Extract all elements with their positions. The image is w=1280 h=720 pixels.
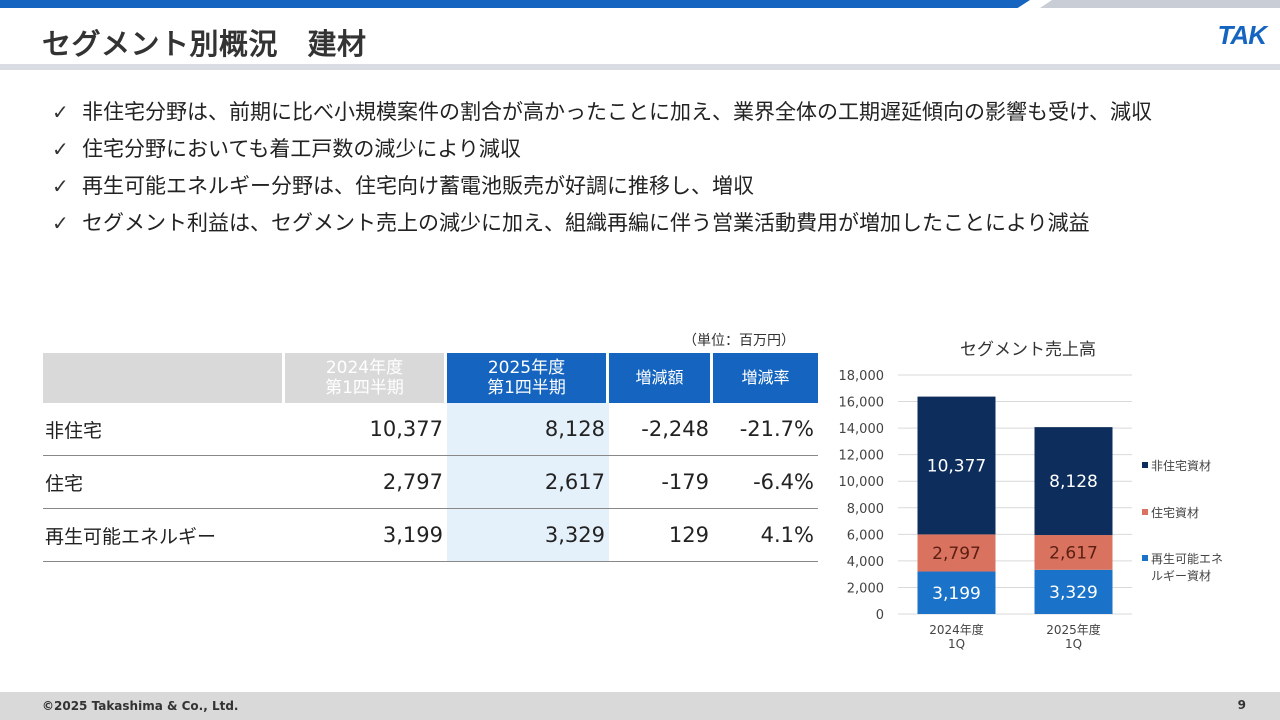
data-label: 2,617 bbox=[1049, 543, 1098, 563]
bar-segment bbox=[917, 534, 996, 572]
check-icon: ✓ bbox=[52, 211, 69, 235]
legend-label: 再生可能エネ bbox=[1151, 552, 1223, 566]
segment-sales-chart: 0 2,000 4,000 6,000 8,000 10,000 12,000 14,000 1… bbox=[839, 369, 1224, 651]
check-icon: ✓ bbox=[52, 174, 69, 198]
header-2025-line1: 2025年度 bbox=[487, 358, 566, 378]
data-label: 2,797 bbox=[932, 544, 981, 564]
x-tick-label: 1Q bbox=[948, 637, 965, 651]
bullet-item: ✓ 住宅分野においても着工戸数の減少により減収 bbox=[52, 134, 1252, 164]
data-label: 8,128 bbox=[1049, 472, 1098, 492]
header-2024: 2024年度 第1四半期 bbox=[285, 353, 447, 403]
y-tick-label: 6,000 bbox=[847, 528, 884, 543]
y-tick-label: 8,000 bbox=[847, 502, 884, 517]
title-divider bbox=[0, 64, 1280, 70]
row-label: 再生可能エネルギー bbox=[43, 509, 285, 562]
bullet-list: ✓ 非住宅分野は、前期に比べ小規模案件の割合が高かったことに加え、業界全体の工期遅… bbox=[52, 97, 1252, 245]
data-label: 3,329 bbox=[1049, 583, 1098, 603]
legend-label: 非住宅資材 bbox=[1151, 458, 1211, 473]
y-tick-label: 12,000 bbox=[839, 449, 885, 464]
cell-rate: -21.7% bbox=[713, 403, 818, 456]
page-title: セグメント別概況 建材 bbox=[42, 27, 367, 61]
header-2025: 2025年度 第1四半期 bbox=[447, 353, 609, 403]
cell-diff: 129 bbox=[609, 509, 713, 562]
cell-rate: -6.4% bbox=[713, 456, 818, 509]
accent-blue-stripe bbox=[0, 0, 1030, 8]
y-tick-label: 10,000 bbox=[839, 475, 885, 490]
legend-label: 住宅資材 bbox=[1151, 505, 1199, 520]
cell-rate: 4.1% bbox=[713, 509, 818, 562]
cell-2025: 8,128 bbox=[447, 403, 609, 456]
bullet-text: 住宅分野においても着工戸数の減少により減収 bbox=[82, 137, 521, 161]
legend-swatch bbox=[1142, 509, 1148, 515]
x-tick-label: 2024年度 bbox=[929, 622, 984, 637]
x-tick-label: 2025年度 bbox=[1046, 622, 1101, 637]
bullet-item: ✓ 非住宅分野は、前期に比べ小規模案件の割合が高かったことに加え、業界全体の工期遅… bbox=[52, 97, 1252, 127]
bullet-item: ✓ セグメント利益は、セグメント売上の減少に加え、組織再編に伴う営業活動費用が増加… bbox=[52, 208, 1252, 238]
bullet-text: 非住宅分野は、前期に比べ小規模案件の割合が高かったことに加え、業界全体の工期遅延… bbox=[82, 100, 1152, 124]
row-label: 住宅 bbox=[43, 456, 285, 509]
top-accent-bar bbox=[0, 0, 1280, 8]
bar-segment bbox=[1034, 569, 1113, 614]
page-number: 9 bbox=[1237, 698, 1246, 712]
header-rate: 増減率 bbox=[713, 353, 818, 403]
cell-2024: 10,377 bbox=[285, 403, 447, 456]
copyright: ©2025 Takashima & Co., Ltd. bbox=[42, 699, 239, 713]
table-row: 非住宅 10,377 8,128 -2,248 -21.7% bbox=[43, 403, 818, 456]
bar-segment bbox=[1034, 427, 1113, 536]
bar-segment bbox=[1034, 535, 1113, 570]
cell-2025: 2,617 bbox=[447, 456, 609, 509]
header-diff: 増減額 bbox=[609, 353, 713, 403]
row-label: 非住宅 bbox=[43, 403, 285, 456]
y-tick-label: 16,000 bbox=[839, 396, 885, 411]
y-tick-label: 0 bbox=[876, 608, 884, 623]
cell-2024: 2,797 bbox=[285, 456, 447, 509]
chart-title: セグメント売上高 bbox=[960, 340, 1096, 360]
company-logo: TAK bbox=[1217, 20, 1267, 50]
bullet-text: 再生可能エネルギー分野は、住宅向け蓄電池販売が好調に推移し、増収 bbox=[82, 174, 754, 198]
legend-swatch bbox=[1142, 462, 1148, 468]
legend-label: ルギー資材 bbox=[1151, 569, 1211, 583]
bullet-text: セグメント利益は、セグメント売上の減少に加え、組織再編に伴う営業活動費用が増加し… bbox=[82, 211, 1090, 235]
cell-2024: 3,199 bbox=[285, 509, 447, 562]
bar-segment bbox=[917, 571, 996, 614]
unit-note: （単位：百万円） bbox=[683, 333, 795, 349]
footer: ©2025 Takashima & Co., Ltd. 9 bbox=[0, 692, 1280, 720]
table-row: 住宅 2,797 2,617 -179 -6.4% bbox=[43, 456, 818, 509]
y-tick-label: 4,000 bbox=[847, 555, 884, 570]
bar-segment bbox=[917, 396, 996, 535]
x-tick-label: 1Q bbox=[1065, 637, 1082, 651]
check-icon: ✓ bbox=[52, 100, 69, 124]
bullet-item: ✓ 再生可能エネルギー分野は、住宅向け蓄電池販売が好調に推移し、増収 bbox=[52, 171, 1252, 201]
segment-table: 2024年度 第1四半期 2025年度 第1四半期 増減額 増減率 非住宅 10,3… bbox=[43, 353, 818, 562]
header-2024-line2: 第1四半期 bbox=[325, 378, 404, 398]
cell-diff: -179 bbox=[609, 456, 713, 509]
legend-swatch bbox=[1142, 555, 1148, 561]
header-blank bbox=[43, 353, 285, 403]
data-label: 3,199 bbox=[932, 584, 981, 604]
check-icon: ✓ bbox=[52, 137, 69, 161]
accent-grey-stripe bbox=[1040, 0, 1280, 8]
cell-diff: -2,248 bbox=[609, 403, 713, 456]
cell-2025: 3,329 bbox=[447, 509, 609, 562]
y-tick-label: 14,000 bbox=[839, 422, 885, 437]
data-label: 10,377 bbox=[927, 456, 986, 476]
table-header-row: 2024年度 第1四半期 2025年度 第1四半期 増減額 増減率 bbox=[43, 353, 818, 403]
header-2025-line2: 第1四半期 bbox=[487, 378, 566, 398]
y-tick-label: 18,000 bbox=[839, 369, 885, 384]
table-row: 再生可能エネルギー 3,199 3,329 129 4.1% bbox=[43, 509, 818, 562]
y-tick-label: 2,000 bbox=[847, 581, 884, 596]
title-bar: セグメント別概況 建材 TAK bbox=[0, 8, 1280, 64]
header-2024-line1: 2024年度 bbox=[325, 358, 404, 378]
